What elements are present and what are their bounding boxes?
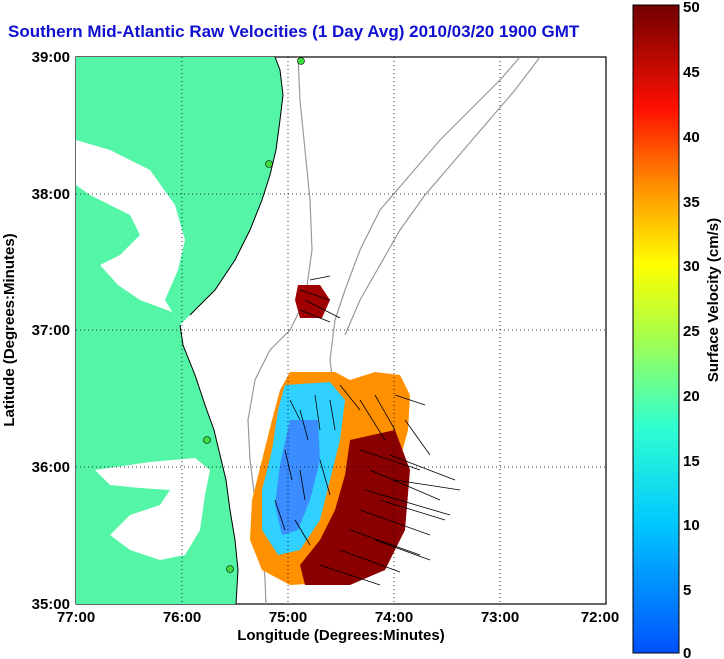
y-axis-label: Latitude (Degrees:Minutes) [1, 233, 18, 426]
bathymetry-contour [329, 57, 521, 441]
colorbar-tick: 25 [683, 323, 700, 340]
velocity-vectors [274, 275, 461, 586]
y-tick: 35:00 [32, 596, 70, 613]
bathymetry-contour [344, 57, 541, 336]
x-axis-label: Longitude (Degrees:Minutes) [237, 627, 445, 644]
x-tick: 73:00 [481, 609, 519, 626]
colorbar-tick: 50 [683, 0, 700, 16]
colorbar-tick: 45 [683, 64, 700, 81]
x-tick: 72:00 [581, 609, 619, 626]
radar-stations [203, 57, 305, 573]
colorbar-label: Surface Velocity (cm/s) [705, 218, 722, 382]
colorbar-tick: 40 [683, 129, 700, 146]
colorbar-tick: 20 [683, 388, 700, 405]
y-ticks: 39:00 38:00 37:00 36:00 35:00 [32, 49, 70, 613]
colorbar-tick: 10 [683, 517, 700, 534]
y-tick: 39:00 [32, 49, 70, 66]
x-ticks: 77:00 76:00 75:00 74:00 73:00 72:00 [57, 609, 619, 626]
y-tick: 36:00 [32, 459, 70, 476]
colorbar-tick: 0 [683, 645, 691, 659]
x-tick: 76:00 [163, 609, 201, 626]
grid [76, 57, 606, 604]
colorbar [632, 4, 680, 654]
delmarva-shore [189, 57, 284, 316]
velocity-field-slowest [275, 420, 320, 535]
chesapeake-bay [76, 140, 185, 325]
coastline [179, 324, 239, 604]
colorbar-tick: 15 [683, 453, 700, 470]
map-title: Southern Mid-Atlantic Raw Velocities (1 … [8, 22, 580, 41]
station-marker [203, 436, 211, 444]
colorbar-tick: 5 [683, 582, 691, 599]
station-marker [297, 57, 305, 65]
pamlico-sound [95, 458, 210, 560]
x-tick: 75:00 [269, 609, 307, 626]
colorbar-ticks: 50 45 40 35 30 25 20 15 10 5 0 [683, 0, 700, 659]
velocity-field-fast [300, 430, 410, 585]
station-marker [226, 565, 234, 573]
y-tick: 38:00 [32, 186, 70, 203]
colorbar-tick: 30 [683, 258, 700, 275]
station-marker [265, 160, 273, 168]
colorbar-tick: 35 [683, 194, 700, 211]
velocity-field-north [295, 285, 330, 318]
y-tick: 37:00 [32, 322, 70, 339]
x-tick: 74:00 [375, 609, 413, 626]
x-tick: 77:00 [57, 609, 95, 626]
